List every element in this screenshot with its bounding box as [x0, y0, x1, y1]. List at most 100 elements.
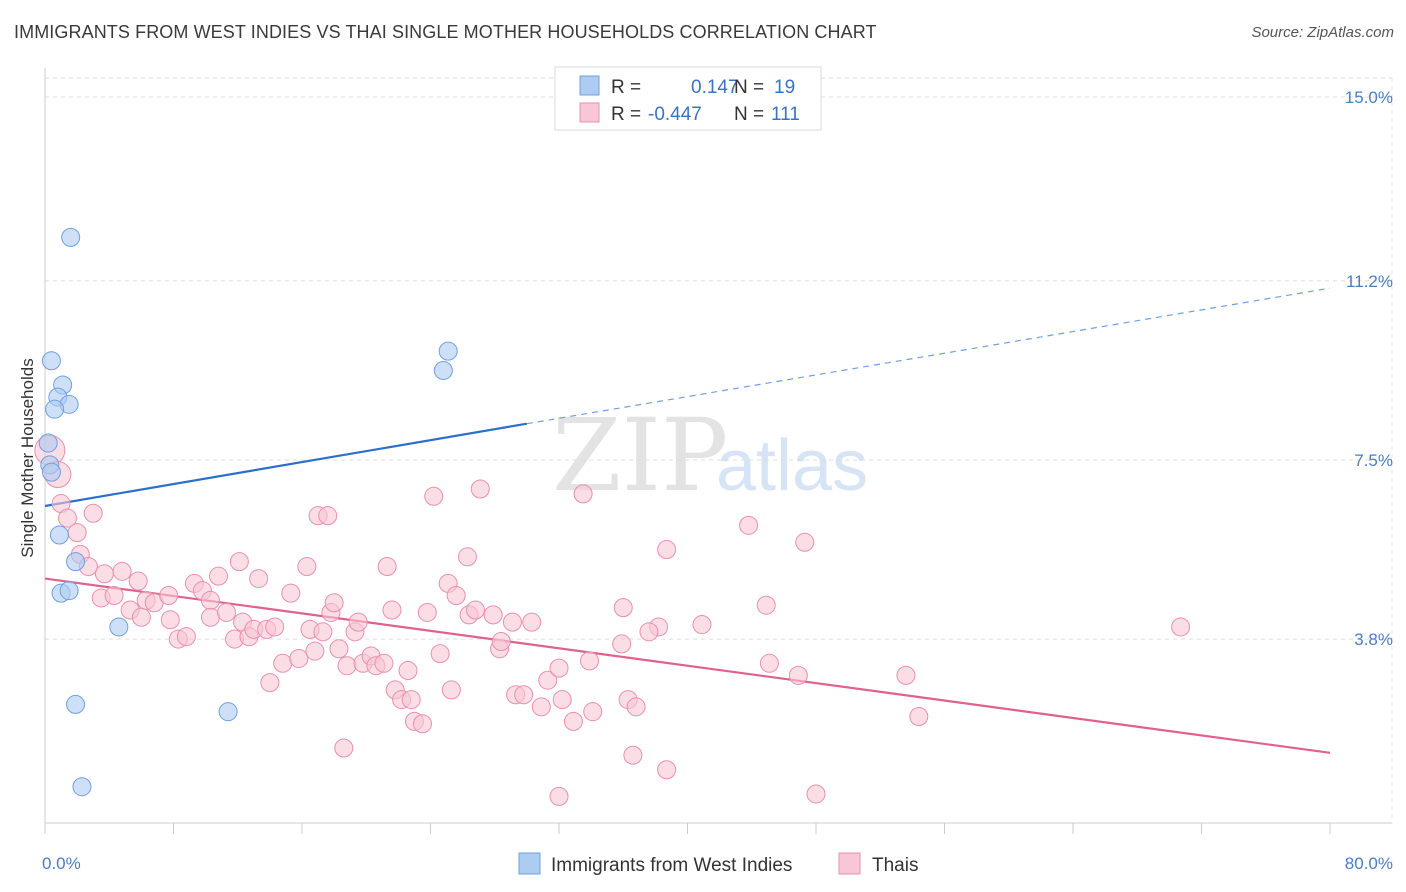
point-west-indies-16 — [72, 777, 92, 797]
point-thais-28 — [229, 552, 249, 572]
point-thais-101 — [788, 665, 808, 685]
point-thais-87 — [583, 702, 603, 722]
point-west-indies-13 — [109, 617, 129, 637]
point-west-indies-18 — [433, 360, 453, 380]
point-thais-61 — [401, 690, 421, 710]
point-thais-5 — [83, 503, 103, 523]
point-thais-35 — [260, 673, 280, 693]
legend-r-value-west-indies: 0.147 — [691, 77, 739, 98]
legend-n-value-thais: 111 — [771, 104, 800, 125]
point-thais-66 — [430, 644, 450, 664]
point-thais-64 — [417, 602, 437, 622]
point-west-indies-0 — [61, 227, 81, 247]
y-axis-title: Single Mother Households — [18, 358, 37, 557]
point-thais-99 — [756, 595, 776, 615]
point-thais-55 — [374, 653, 394, 673]
point-west-indies-1 — [41, 351, 61, 371]
point-thais-4 — [67, 523, 87, 543]
y-tick-labels: 3.8% 7.5% 11.2% 15.0% — [1345, 88, 1393, 649]
watermark-atlas: atlas — [716, 426, 868, 506]
trend-line-thais — [44, 577, 1331, 754]
point-thais-68 — [441, 680, 461, 700]
point-thais-93 — [626, 697, 646, 717]
legend-n-value-west-indies: 19 — [774, 77, 795, 98]
point-thais-100 — [759, 653, 779, 673]
point-thais-26 — [217, 602, 237, 622]
point-thais-85 — [563, 711, 583, 731]
point-thais-32 — [249, 569, 269, 589]
point-west-indies-8 — [41, 462, 61, 482]
point-thais-79 — [514, 685, 534, 705]
point-thais-70 — [457, 547, 477, 567]
point-thais-49 — [334, 738, 354, 758]
point-thais-65 — [424, 486, 444, 506]
point-thais-102 — [795, 532, 815, 552]
point-thais-9 — [112, 561, 132, 581]
point-thais-96 — [657, 540, 677, 560]
point-thais-17 — [131, 607, 151, 627]
point-thais-89 — [612, 634, 632, 654]
point-thais-73 — [470, 479, 490, 499]
point-thais-107 — [549, 786, 569, 806]
point-thais-45 — [318, 506, 338, 526]
chart-title: IMMIGRANTS FROM WEST INDIES VS THAI SING… — [14, 22, 877, 42]
point-west-indies-17 — [438, 341, 458, 361]
legend-r-label-west-indies: R = — [611, 77, 641, 98]
y-tick-label-3: 15.0% — [1345, 88, 1393, 107]
point-thais-48 — [337, 656, 357, 676]
legend-bottom-label-west-indies: Immigrants from West Indies — [551, 855, 792, 876]
legend-swatch-west-indies — [579, 75, 600, 96]
legend-n-label-thais: N = — [734, 104, 764, 125]
point-thais-36 — [273, 653, 293, 673]
point-thais-105 — [909, 707, 929, 727]
point-thais-83 — [549, 658, 569, 678]
legend-top: R = 0.147 N = 19 R = -0.447 N = 111 — [554, 66, 822, 131]
legend-n-label-west-indies: N = — [734, 77, 764, 98]
point-thais-42 — [313, 622, 333, 642]
point-thais-3 — [57, 508, 77, 528]
y-tick-label-1: 7.5% — [1354, 451, 1393, 470]
point-thais-10 — [128, 571, 148, 591]
point-thais-98 — [739, 515, 759, 535]
point-thais-108 — [639, 622, 659, 642]
point-thais-41 — [305, 641, 325, 661]
point-thais-37 — [281, 583, 301, 603]
point-thais-20 — [176, 627, 196, 647]
point-thais-18 — [160, 610, 180, 630]
point-west-indies-15 — [218, 702, 238, 722]
point-thais-38 — [289, 648, 309, 668]
point-thais-103 — [806, 784, 826, 804]
y-tick-label-2: 11.2% — [1346, 272, 1393, 291]
point-thais-106 — [1171, 617, 1191, 637]
point-thais-86 — [580, 651, 600, 671]
point-thais-56 — [382, 600, 402, 620]
point-thais-34 — [265, 617, 285, 637]
trend-line-west-indies — [44, 422, 528, 508]
point-thais-12 — [104, 586, 124, 606]
point-thais-90 — [613, 598, 633, 618]
point-west-indies-6 — [38, 433, 58, 453]
data-points — [34, 227, 1191, 806]
point-west-indies-5 — [45, 399, 65, 419]
legend-bottom-swatch-thais — [838, 852, 861, 875]
point-thais-47 — [329, 639, 349, 659]
point-thais-84 — [552, 690, 572, 710]
legend-bottom: Immigrants from West Indies Thais — [518, 852, 918, 876]
source-label: Source: ZipAtlas.com — [1251, 24, 1394, 41]
point-thais-39 — [297, 556, 317, 576]
point-thais-92 — [623, 745, 643, 765]
point-thais-97 — [692, 615, 712, 635]
x-tick-label-0: 0.0% — [42, 854, 81, 873]
point-thais-24 — [200, 607, 220, 627]
point-thais-25 — [208, 566, 228, 586]
point-west-indies-14 — [66, 694, 86, 714]
point-thais-81 — [531, 697, 551, 717]
point-thais-104 — [896, 665, 916, 685]
legend-bottom-swatch-west-indies — [518, 852, 541, 875]
x-tick-label-1: 80.0% — [1345, 854, 1393, 873]
point-thais-80 — [522, 612, 542, 632]
legend-swatch-thais — [579, 102, 600, 123]
point-thais-88 — [573, 484, 593, 504]
point-west-indies-12 — [59, 581, 79, 601]
